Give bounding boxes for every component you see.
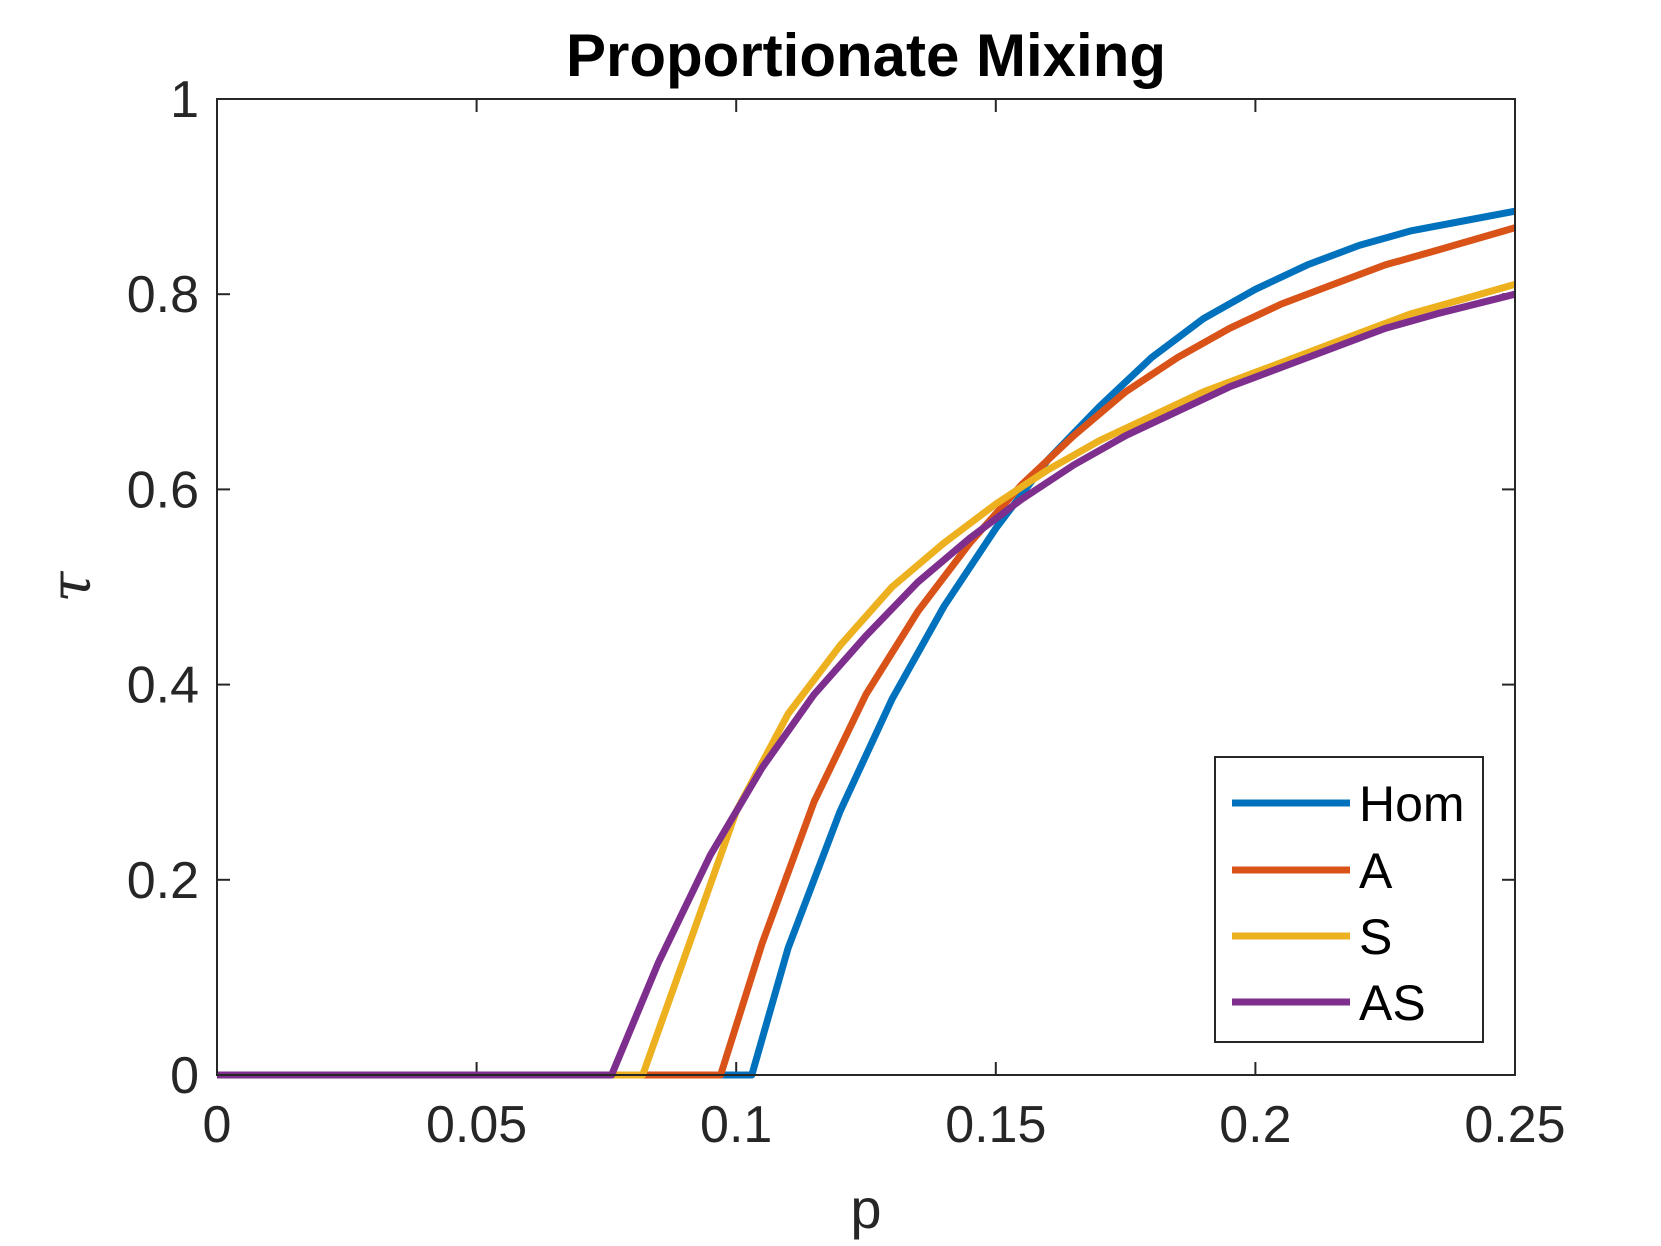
x-tick-label: 0.1 xyxy=(700,1096,772,1154)
legend: Hom AS AS xyxy=(1214,756,1484,1043)
legend-label-s: S xyxy=(1359,909,1392,965)
series-lines xyxy=(217,207,1516,1079)
y-tick-label: 0.6 xyxy=(127,461,199,519)
x-tick-label: 0.15 xyxy=(945,1096,1046,1154)
y-tick-label: 1 xyxy=(170,71,199,129)
series-line-hom xyxy=(217,207,1516,1079)
chart-title: Proportionate Mixing xyxy=(566,22,1166,89)
y-tick-label: 0 xyxy=(170,1047,199,1105)
series-line-as xyxy=(217,290,1516,1079)
y-axis-label: τ xyxy=(39,570,104,602)
legend-label-a: A xyxy=(1359,843,1393,899)
x-tick-label: 0.05 xyxy=(426,1096,527,1154)
x-tick-label: 0.2 xyxy=(1219,1096,1291,1154)
y-tick-label: 0.4 xyxy=(127,657,199,715)
legend-label-hom: Hom xyxy=(1359,776,1465,832)
x-tick-label: 0.25 xyxy=(1464,1096,1565,1154)
x-axis-label: p xyxy=(850,1177,881,1240)
y-tick-label: 0.8 xyxy=(127,266,199,324)
series-line-a xyxy=(217,224,1516,1079)
y-tick-label: 0.2 xyxy=(127,852,199,910)
plot-frame xyxy=(216,98,1516,1076)
axis-ticks: 0 0.05 0.1 0.15 0.2 0.25 0 0.2 0.4 0.6 0.8 1 xyxy=(127,71,1566,1154)
legend-label-as: AS xyxy=(1359,975,1426,1031)
x-tick-label: 0 xyxy=(203,1096,232,1154)
